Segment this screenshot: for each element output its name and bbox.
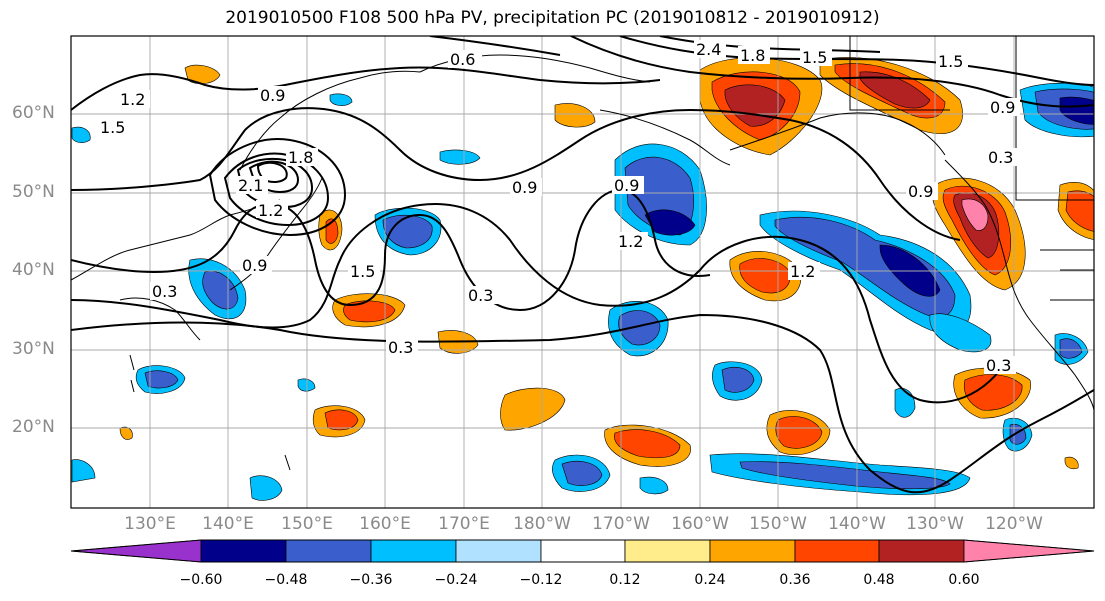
contour-label-2p1: 2.1 xyxy=(238,176,263,195)
colorbar-tick-7: 0.36 xyxy=(779,572,811,588)
contour-label-1p2-b: 1.2 xyxy=(258,201,283,220)
contour-labels: 0.6 0.9 1.2 1.5 1.2 1.8 2.1 0.9 1.5 0.3 … xyxy=(98,40,1020,375)
colorbar-tick-8: 0.48 xyxy=(863,572,895,588)
lon-label-150e: 150°E xyxy=(281,514,333,534)
lon-label-130w: 130°W xyxy=(906,514,964,534)
lon-label-130e: 130°E xyxy=(124,514,176,534)
colorbar-segment-10 xyxy=(963,539,1095,563)
colorbar-segment-7 xyxy=(709,539,796,563)
colorbar-tick-9: 0.60 xyxy=(948,572,980,588)
contour-label-0p9-e: 0.9 xyxy=(990,98,1015,117)
colorbar-segment-3 xyxy=(370,539,457,563)
contour-label-1p5-b: 1.5 xyxy=(350,262,375,281)
colorbar-tick-0: −0.60 xyxy=(179,572,223,588)
colorbar-segment-8 xyxy=(794,539,880,563)
colorbar xyxy=(70,539,1095,563)
lat-label-40n: 40°N xyxy=(12,260,55,280)
lat-label-30n: 30°N xyxy=(12,339,55,359)
contour-label-1p5-c: 1.5 xyxy=(938,52,963,71)
contour-label-0p3-b: 0.3 xyxy=(388,338,413,357)
colorbar-tick-4: −0.12 xyxy=(519,572,563,588)
colorbar-tick-3: −0.24 xyxy=(434,572,478,588)
lon-label-140e: 140°E xyxy=(202,514,254,534)
contour-label-2p4: 2.4 xyxy=(696,40,721,59)
colorbar-segment-4 xyxy=(455,539,542,563)
colorbar-segment-0 xyxy=(70,539,202,563)
figure-title: 2019010500 F108 500 hPa PV, precipitatio… xyxy=(225,8,880,28)
colorbar-segment-5 xyxy=(540,539,626,563)
contour-label-1p2-c: 1.2 xyxy=(618,232,643,251)
contour-label-0p9-a: 0.9 xyxy=(260,86,285,105)
contour-label-0p3-e: 0.3 xyxy=(986,356,1011,375)
lon-label-170w: 170°W xyxy=(592,514,650,534)
contour-label-1p2-a: 1.2 xyxy=(120,90,145,109)
contour-label-1p8-b: 1.8 xyxy=(740,46,765,65)
contour-label-0p3-a: 0.3 xyxy=(468,286,493,305)
colorbar-tick-5: 0.12 xyxy=(609,572,641,588)
contour-label-1p5-a: 1.5 xyxy=(100,118,125,137)
contour-label-0p9-f: 0.9 xyxy=(242,256,267,275)
colorbar-segment-2 xyxy=(285,539,372,563)
contour-label-1p5-d: 1.5 xyxy=(802,48,827,67)
contour-label-0p9-c: 0.9 xyxy=(614,176,639,195)
colorbar-segment-6 xyxy=(624,539,711,563)
contour-label-1p8: 1.8 xyxy=(288,148,313,167)
colorbar-tick-6: 0.24 xyxy=(694,572,726,588)
lat-label-60n: 60°N xyxy=(12,103,55,123)
contour-label-0p3-d: 0.3 xyxy=(988,148,1013,167)
contour-label-0p6: 0.6 xyxy=(450,50,475,69)
lon-label-180w: 180°W xyxy=(513,514,571,534)
lon-label-170e: 170°E xyxy=(438,514,490,534)
contour-label-0p9-d: 0.9 xyxy=(908,182,933,201)
contour-label-0p3-c: 0.3 xyxy=(152,282,177,301)
lon-label-160e: 160°E xyxy=(359,514,411,534)
lat-label-20n: 20°N xyxy=(12,417,55,437)
colorbar-tick-1: −0.48 xyxy=(264,572,308,588)
lat-label-50n: 50°N xyxy=(12,182,55,202)
colorbar-segment-9 xyxy=(878,539,965,563)
colorbar-tick-2: −0.36 xyxy=(349,572,393,588)
contour-label-0p9-b: 0.9 xyxy=(512,178,537,197)
contour-label-1p2-d: 1.2 xyxy=(790,262,815,281)
lon-label-120w: 120°W xyxy=(985,514,1043,534)
lon-label-160w: 160°W xyxy=(671,514,729,534)
colorbar-segment-1 xyxy=(200,539,287,563)
lon-label-150w: 150°W xyxy=(749,514,807,534)
map-border xyxy=(70,35,1095,509)
lon-label-140w: 140°W xyxy=(828,514,886,534)
precipitation-shading xyxy=(71,57,1094,501)
